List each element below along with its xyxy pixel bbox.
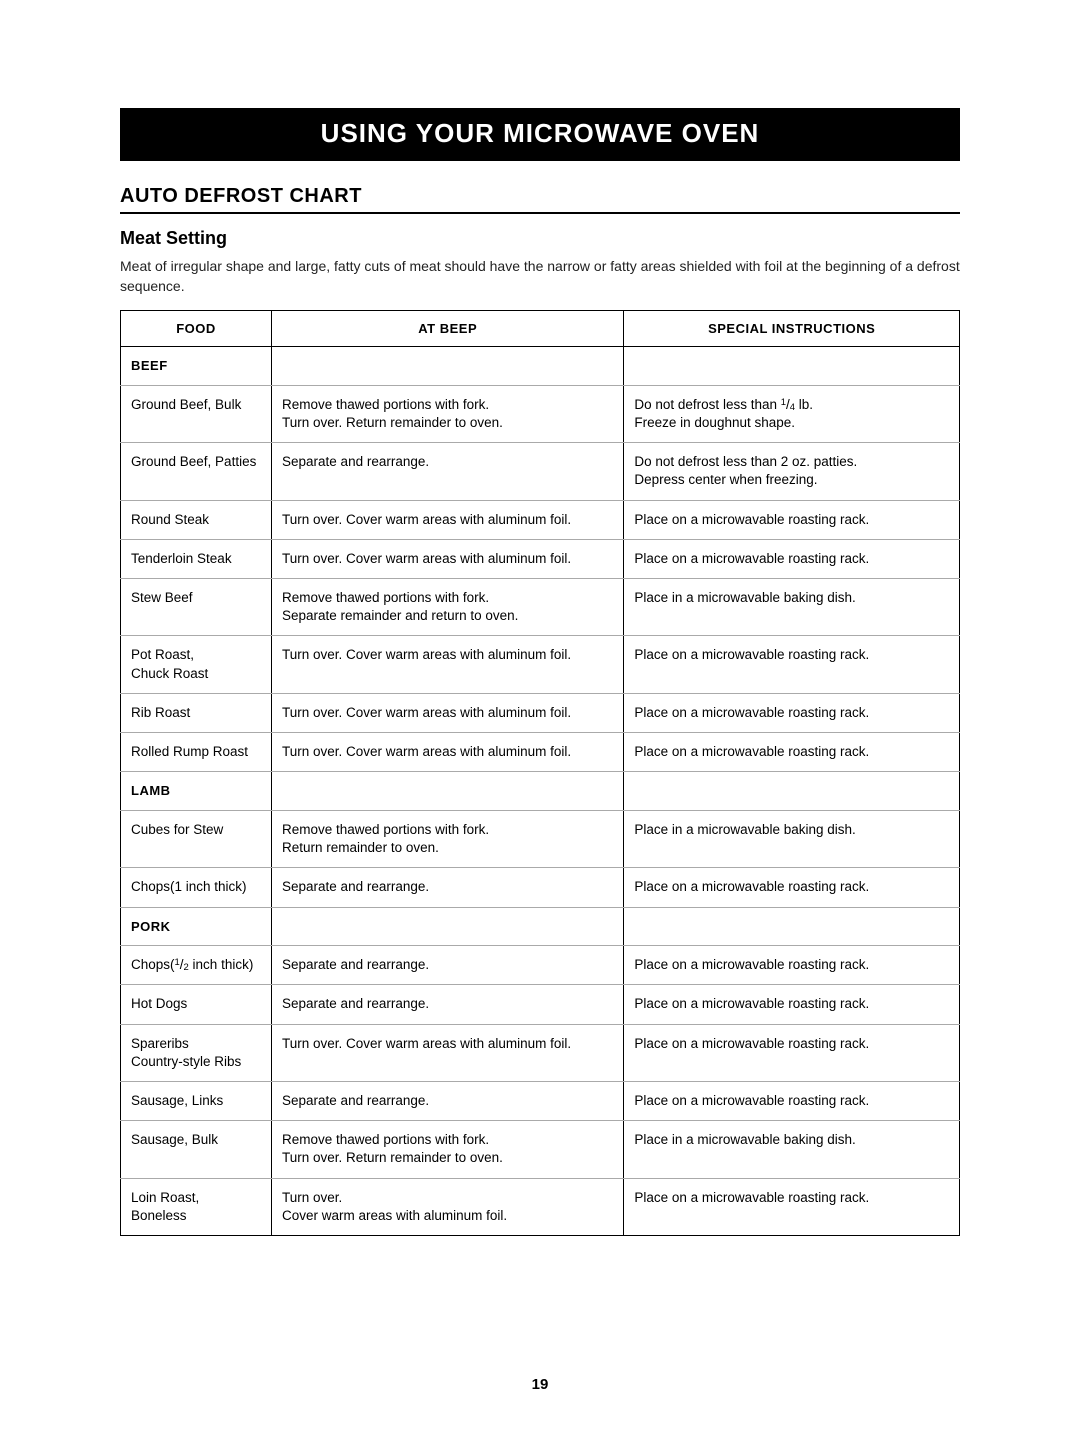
cell-at-beep xyxy=(272,347,624,386)
subsection-title: Meat Setting xyxy=(120,228,960,249)
cell-special xyxy=(624,772,960,811)
cell-at-beep: Separate and rearrange. xyxy=(272,985,624,1024)
cell-food: Cubes for Stew xyxy=(121,810,272,867)
cell-special: Place on a microwavable roasting rack. xyxy=(624,733,960,772)
cell-food: Stew Beef xyxy=(121,579,272,636)
cell-special: Place in a microwavable baking dish. xyxy=(624,810,960,867)
cell-food: Chops(1/2 inch thick) xyxy=(121,946,272,985)
table-category-row: PORK xyxy=(121,907,960,946)
table-row: Rib RoastTurn over. Cover warm areas wit… xyxy=(121,693,960,732)
cell-at-beep: Turn over. Cover warm areas with aluminu… xyxy=(272,733,624,772)
cell-food: PORK xyxy=(121,907,272,946)
cell-at-beep: Turn over. Cover warm areas with aluminu… xyxy=(272,1024,624,1081)
cell-food: BEEF xyxy=(121,347,272,386)
table-row: Tenderloin SteakTurn over. Cover warm ar… xyxy=(121,539,960,578)
cell-at-beep: Turn over.Cover warm areas with aluminum… xyxy=(272,1178,624,1235)
cell-at-beep: Separate and rearrange. xyxy=(272,1081,624,1120)
cell-food: Rolled Rump Roast xyxy=(121,733,272,772)
page-number: 19 xyxy=(120,1376,960,1393)
cell-food: Ground Beef, Patties xyxy=(121,443,272,500)
cell-special xyxy=(624,907,960,946)
table-row: Rolled Rump RoastTurn over. Cover warm a… xyxy=(121,733,960,772)
cell-food: Sausage, Bulk xyxy=(121,1121,272,1178)
cell-special: Place in a microwavable baking dish. xyxy=(624,579,960,636)
table-row: Stew BeefRemove thawed portions with for… xyxy=(121,579,960,636)
cell-special: Place in a microwavable baking dish. xyxy=(624,1121,960,1178)
cell-food: SpareribsCountry-style Ribs xyxy=(121,1024,272,1081)
table-row: Ground Beef, PattiesSeparate and rearran… xyxy=(121,443,960,500)
cell-at-beep xyxy=(272,772,624,811)
cell-special: Place on a microwavable roasting rack. xyxy=(624,693,960,732)
defrost-table: FOOD AT BEEP SPECIAL INSTRUCTIONS BEEFGr… xyxy=(120,310,960,1236)
col-header-at-beep: AT BEEP xyxy=(272,311,624,347)
cell-food: Sausage, Links xyxy=(121,1081,272,1120)
table-row: Loin Roast,BonelessTurn over.Cover warm … xyxy=(121,1178,960,1235)
cell-special xyxy=(624,347,960,386)
table-row: Pot Roast,Chuck RoastTurn over. Cover wa… xyxy=(121,636,960,693)
table-row: Sausage, LinksSeparate and rearrange.Pla… xyxy=(121,1081,960,1120)
table-row: Sausage, BulkRemove thawed portions with… xyxy=(121,1121,960,1178)
cell-food: Loin Roast,Boneless xyxy=(121,1178,272,1235)
cell-special: Place on a microwavable roasting rack. xyxy=(624,500,960,539)
cell-food: Ground Beef, Bulk xyxy=(121,385,272,442)
cell-food: Round Steak xyxy=(121,500,272,539)
cell-at-beep: Turn over. Cover warm areas with aluminu… xyxy=(272,693,624,732)
cell-special: Place on a microwavable roasting rack. xyxy=(624,636,960,693)
cell-special: Place on a microwavable roasting rack. xyxy=(624,539,960,578)
cell-at-beep: Turn over. Cover warm areas with aluminu… xyxy=(272,500,624,539)
page-banner: USING YOUR MICROWAVE OVEN xyxy=(120,108,960,161)
cell-special: Place on a microwavable roasting rack. xyxy=(624,1024,960,1081)
col-header-food: FOOD xyxy=(121,311,272,347)
table-row: Ground Beef, BulkRemove thawed portions … xyxy=(121,385,960,442)
table-category-row: LAMB xyxy=(121,772,960,811)
table-row: Round SteakTurn over. Cover warm areas w… xyxy=(121,500,960,539)
cell-food: Pot Roast,Chuck Roast xyxy=(121,636,272,693)
cell-at-beep: Separate and rearrange. xyxy=(272,868,624,907)
cell-at-beep: Separate and rearrange. xyxy=(272,443,624,500)
table-header-row: FOOD AT BEEP SPECIAL INSTRUCTIONS xyxy=(121,311,960,347)
cell-special: Place on a microwavable roasting rack. xyxy=(624,1081,960,1120)
cell-at-beep: Turn over. Cover warm areas with aluminu… xyxy=(272,636,624,693)
intro-text: Meat of irregular shape and large, fatty… xyxy=(120,257,960,296)
cell-special: Place on a microwavable roasting rack. xyxy=(624,1178,960,1235)
cell-special: Place on a microwavable roasting rack. xyxy=(624,868,960,907)
cell-at-beep: Remove thawed portions with fork.Separat… xyxy=(272,579,624,636)
table-row: Chops(1/2 inch thick)Separate and rearra… xyxy=(121,946,960,985)
table-row: Cubes for StewRemove thawed portions wit… xyxy=(121,810,960,867)
cell-food: Tenderloin Steak xyxy=(121,539,272,578)
table-row: SpareribsCountry-style RibsTurn over. Co… xyxy=(121,1024,960,1081)
section-title: AUTO DEFROST CHART xyxy=(120,185,960,214)
cell-special: Do not defrost less than 1/4 lb.Freeze i… xyxy=(624,385,960,442)
cell-food: LAMB xyxy=(121,772,272,811)
cell-food: Hot Dogs xyxy=(121,985,272,1024)
cell-special: Do not defrost less than 2 oz. patties.D… xyxy=(624,443,960,500)
cell-special: Place on a microwavable roasting rack. xyxy=(624,946,960,985)
cell-food: Rib Roast xyxy=(121,693,272,732)
cell-at-beep: Remove thawed portions with fork.Return … xyxy=(272,810,624,867)
table-category-row: BEEF xyxy=(121,347,960,386)
cell-at-beep: Turn over. Cover warm areas with aluminu… xyxy=(272,539,624,578)
manual-page: USING YOUR MICROWAVE OVEN AUTO DEFROST C… xyxy=(0,0,1080,1433)
cell-special: Place on a microwavable roasting rack. xyxy=(624,985,960,1024)
table-row: Hot DogsSeparate and rearrange.Place on … xyxy=(121,985,960,1024)
table-row: Chops(1 inch thick)Separate and rearrang… xyxy=(121,868,960,907)
cell-at-beep xyxy=(272,907,624,946)
cell-at-beep: Separate and rearrange. xyxy=(272,946,624,985)
cell-at-beep: Remove thawed portions with fork.Turn ov… xyxy=(272,1121,624,1178)
cell-food: Chops(1 inch thick) xyxy=(121,868,272,907)
cell-at-beep: Remove thawed portions with fork.Turn ov… xyxy=(272,385,624,442)
col-header-special: SPECIAL INSTRUCTIONS xyxy=(624,311,960,347)
